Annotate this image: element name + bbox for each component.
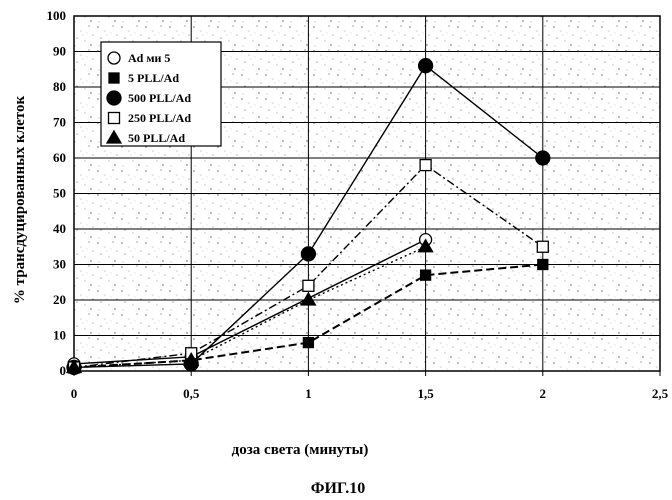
data-point	[301, 247, 315, 261]
data-point	[420, 160, 431, 171]
data-point	[536, 151, 550, 165]
y-tick-label: 10	[53, 328, 66, 343]
x-tick-label: 0,5	[183, 386, 200, 401]
y-tick-label: 20	[53, 292, 66, 307]
data-point	[538, 260, 548, 270]
x-axis-title: доза света (минуты)	[232, 442, 369, 458]
y-tick-label: 80	[53, 79, 66, 94]
legend: Ad ми 5 5 PLL/Ad 500 PLL/Ad 250 PLL/Ad 50 PL…	[101, 42, 221, 146]
data-point	[421, 270, 431, 280]
y-tick-label: 50	[53, 186, 66, 201]
legend-marker	[107, 91, 121, 105]
legend-label: 50 PLL/Ad	[128, 131, 185, 145]
y-tick-label: 40	[53, 221, 66, 236]
legend-marker	[108, 52, 120, 64]
legend-label: 250 PLL/Ad	[128, 111, 191, 125]
legend-label: 5 PLL/Ad	[128, 71, 179, 85]
x-tick-label: 1	[305, 386, 312, 401]
legend-marker	[109, 113, 120, 124]
y-tick-label: 90	[53, 44, 66, 59]
y-axis-title: % трансдуцированных клеток	[12, 96, 28, 305]
data-point	[303, 338, 313, 348]
x-tick-label: 1,5	[417, 386, 434, 401]
data-point	[537, 241, 548, 252]
data-point	[419, 59, 433, 73]
y-tick-label: 0	[60, 363, 67, 378]
x-tick-label: 0	[71, 386, 78, 401]
x-tick-label: 2,5	[652, 386, 669, 401]
y-tick-label: 100	[47, 8, 67, 23]
data-point	[303, 280, 314, 291]
x-tick-label: 2	[540, 386, 547, 401]
y-tick-label: 30	[53, 257, 66, 272]
legend-marker	[109, 73, 119, 83]
figure-caption: ФИГ.10	[311, 480, 366, 497]
legend-label: Ad ми 5	[128, 51, 170, 65]
legend-label: 500 PLL/Ad	[128, 91, 191, 105]
y-tick-label: 60	[53, 150, 66, 165]
y-tick-label: 70	[53, 115, 66, 130]
